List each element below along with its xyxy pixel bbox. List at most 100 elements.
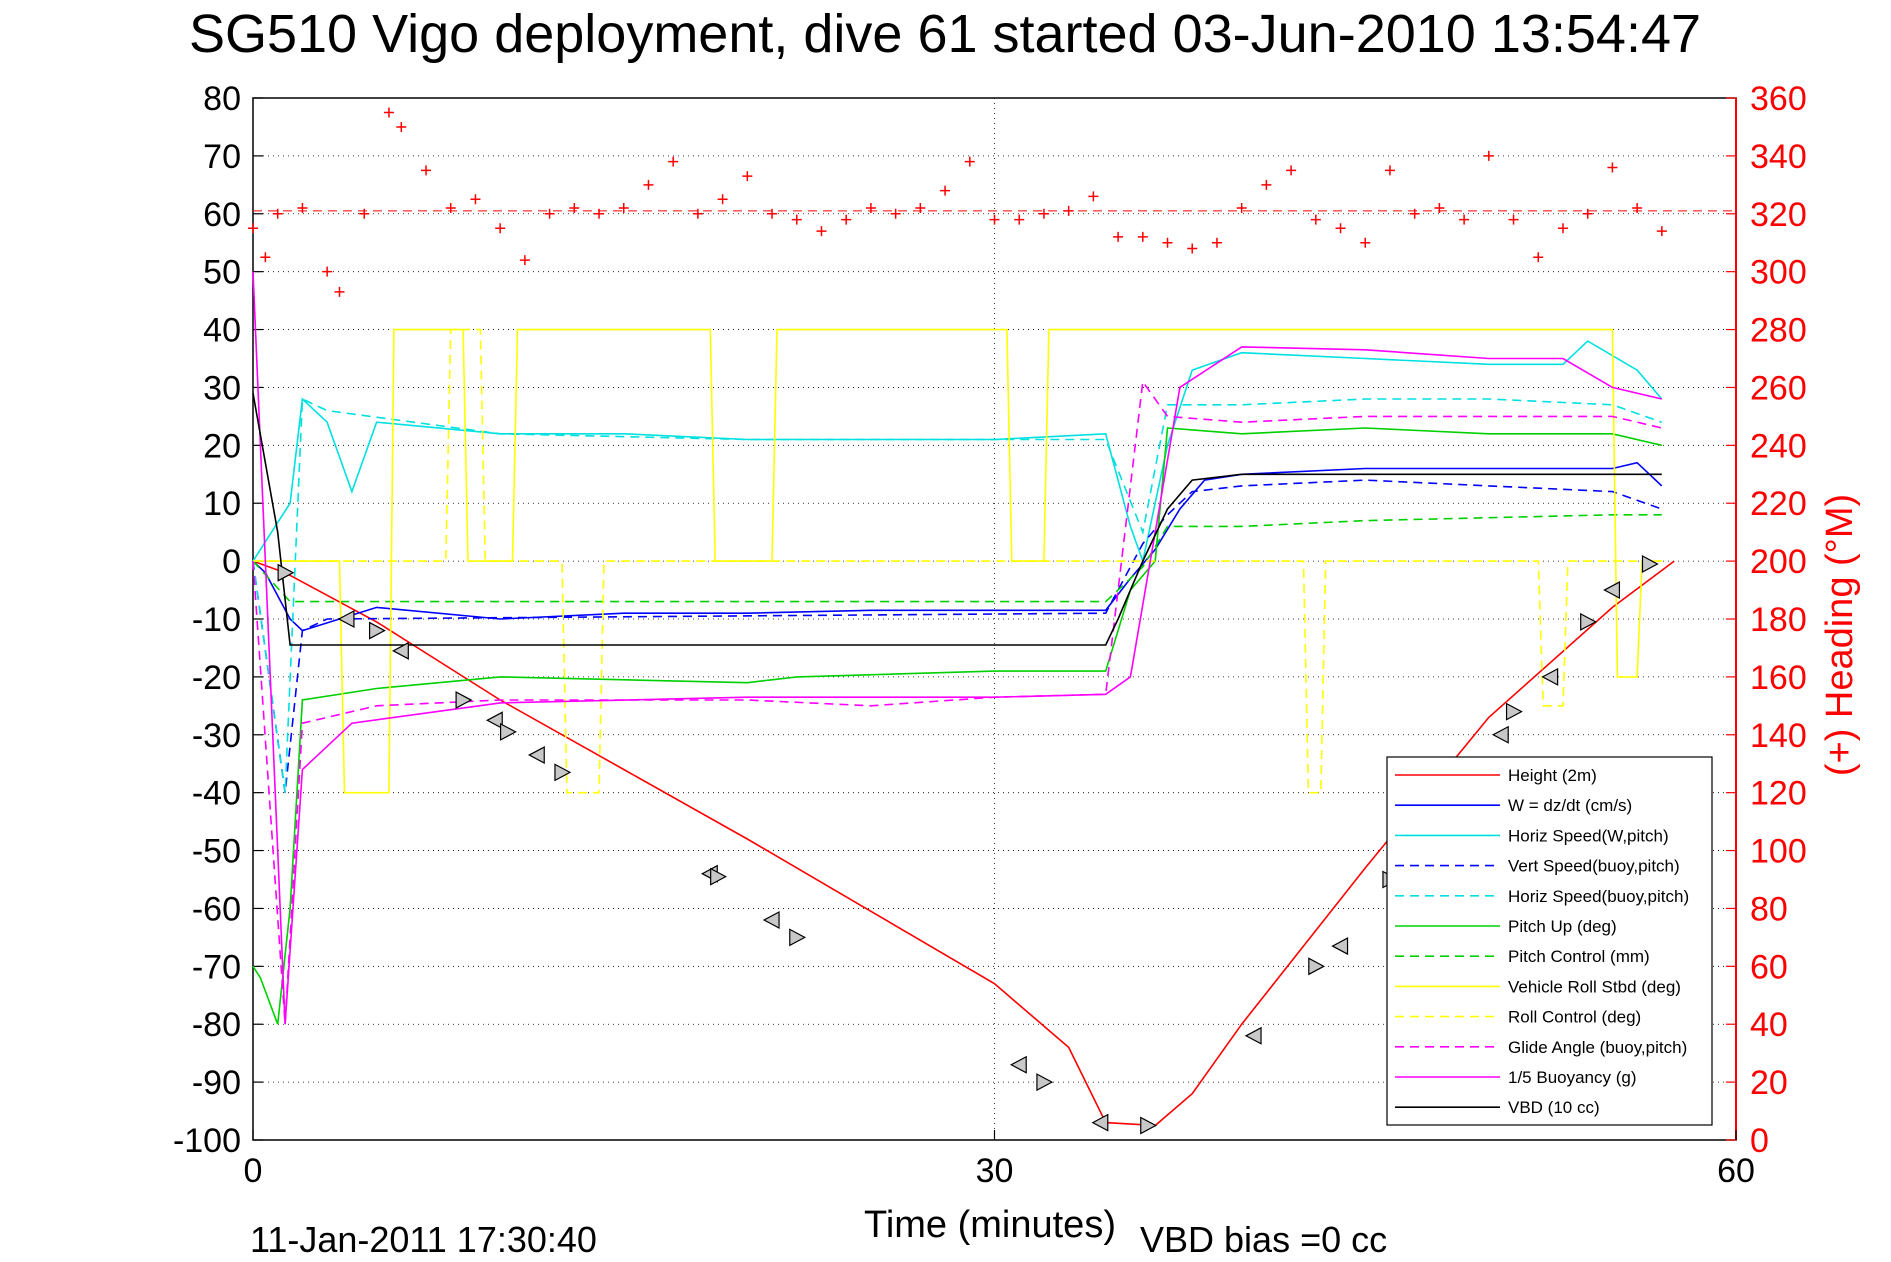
heading-point bbox=[692, 208, 703, 219]
y-tick-label: -30 bbox=[192, 717, 241, 755]
y-tick-label: 50 bbox=[203, 254, 241, 292]
legend-label: Horiz Speed(buoy,pitch) bbox=[1508, 887, 1689, 906]
depth-marker bbox=[1036, 1073, 1054, 1092]
legend-entry: VBD (10 cc) bbox=[1395, 1098, 1600, 1117]
y-right-tick-label: 20 bbox=[1750, 1064, 1788, 1102]
heading-point bbox=[618, 202, 629, 213]
y-right-tick-label: 320 bbox=[1750, 196, 1807, 234]
x-axis-label: Time (minutes) bbox=[864, 1204, 1116, 1246]
y-tick-label: -20 bbox=[192, 659, 241, 697]
x-tick-label: 30 bbox=[976, 1152, 1014, 1190]
depth-marker bbox=[1603, 581, 1621, 600]
series-vert-speed-buoy-pitch bbox=[252, 479, 1663, 793]
depth-marker bbox=[527, 746, 545, 765]
series-roll-control-deg bbox=[253, 328, 1662, 794]
heading-point bbox=[519, 255, 530, 266]
depth-marker bbox=[455, 691, 473, 710]
y-right-tick-label: 200 bbox=[1750, 543, 1807, 581]
heading-point bbox=[1113, 231, 1124, 242]
depth-marker bbox=[499, 722, 517, 741]
heading-point bbox=[396, 121, 407, 132]
depth-marker bbox=[554, 763, 572, 782]
legend-label: 1/5 Buoyancy (g) bbox=[1508, 1068, 1637, 1087]
heading-point bbox=[791, 214, 802, 225]
y-tick-label: 40 bbox=[203, 312, 241, 350]
series-horiz-speed-buoy-pitch bbox=[252, 397, 1663, 793]
heading-point bbox=[1582, 208, 1593, 219]
heading-point bbox=[1384, 165, 1395, 176]
y-tick-label: 80 bbox=[203, 80, 241, 118]
right-axis-label: (+) Heading (°M) bbox=[1819, 494, 1861, 776]
y-right-tick-label: 180 bbox=[1750, 601, 1807, 639]
depth-marker bbox=[368, 621, 386, 640]
y-right-tick-label: 80 bbox=[1750, 890, 1788, 928]
heading-point bbox=[1088, 191, 1099, 202]
y-right-tick-label: 280 bbox=[1750, 312, 1807, 350]
heading-point bbox=[544, 208, 555, 219]
depth-marker bbox=[392, 641, 409, 660]
depth-marker bbox=[277, 563, 295, 582]
legend-entry: Vehicle Roll Stbd (deg) bbox=[1395, 977, 1681, 996]
heading-point bbox=[940, 185, 951, 196]
heading-point bbox=[816, 226, 827, 237]
heading-point bbox=[668, 156, 679, 167]
depth-marker bbox=[485, 711, 503, 730]
series-heading bbox=[248, 107, 1736, 297]
series-pitch-up-deg bbox=[252, 427, 1662, 1025]
depth-marker bbox=[1009, 1055, 1027, 1074]
y-right-tick-label: 120 bbox=[1750, 775, 1807, 813]
legend: Height (2m) W = dz/dt (cm/s) Horiz Speed(W… bbox=[1386, 756, 1713, 1126]
y-right-tick-label: 260 bbox=[1750, 369, 1807, 407]
heading-point bbox=[1137, 231, 1148, 242]
y-tick-label: 0 bbox=[222, 543, 241, 581]
y-right-tick-label: 340 bbox=[1750, 138, 1807, 176]
footer-timestamp: 11-Jan-2011 17:30:40 bbox=[250, 1219, 597, 1260]
heading-point bbox=[989, 214, 1000, 225]
legend-label: Horiz Speed(W,pitch) bbox=[1508, 826, 1669, 845]
y-tick-label: 70 bbox=[203, 138, 241, 176]
y-right-tick-label: 40 bbox=[1750, 1006, 1788, 1044]
y-tick-label: -10 bbox=[192, 601, 241, 639]
heading-point bbox=[1335, 223, 1346, 234]
legend-entry: Height (2m) bbox=[1395, 766, 1597, 785]
legend-label: Roll Control (deg) bbox=[1508, 1008, 1641, 1027]
heading-point bbox=[383, 107, 394, 118]
depth-marker bbox=[1580, 612, 1597, 631]
heading-point bbox=[1286, 165, 1297, 176]
heading-point bbox=[1459, 214, 1470, 225]
depth-marker bbox=[1308, 957, 1326, 976]
chart-title: SG510 Vigo deployment, dive 61 started 0… bbox=[189, 4, 1701, 64]
legend-entry: Glide Angle (buoy,pitch) bbox=[1395, 1038, 1687, 1057]
heading-point bbox=[495, 223, 506, 234]
x-tick-label: 0 bbox=[244, 1152, 263, 1190]
depth-marker bbox=[1331, 937, 1349, 956]
heading-point bbox=[890, 208, 901, 219]
y-right-tick-label: 100 bbox=[1750, 833, 1807, 871]
legend-label: Vert Speed(buoy,pitch) bbox=[1508, 857, 1680, 876]
y-tick-label: -90 bbox=[192, 1064, 241, 1102]
heading-point bbox=[1656, 226, 1667, 237]
y-tick-label: -50 bbox=[192, 833, 241, 871]
legend-entry: Roll Control (deg) bbox=[1395, 1008, 1641, 1027]
heading-point bbox=[1607, 162, 1618, 173]
heading-point bbox=[260, 252, 271, 263]
heading-point bbox=[964, 156, 975, 167]
depth-marker bbox=[1541, 667, 1559, 686]
legend-entry: W = dz/dt (cm/s) bbox=[1395, 796, 1632, 815]
depth-marker bbox=[1491, 725, 1509, 744]
y-right-tick-label: 360 bbox=[1750, 80, 1807, 118]
footer-vbd-bias: VBD bias =0 cc bbox=[1140, 1219, 1387, 1260]
heading-point bbox=[841, 214, 852, 225]
heading-point bbox=[470, 194, 481, 205]
heading-point bbox=[1236, 202, 1247, 213]
depth-marker bbox=[710, 867, 727, 886]
legend-box bbox=[1386, 756, 1713, 1126]
legend-label: Height (2m) bbox=[1508, 766, 1597, 785]
heading-point bbox=[1360, 237, 1371, 248]
depth-marker bbox=[1641, 555, 1659, 574]
series-vbd-10-cc bbox=[252, 393, 1662, 646]
heading-point bbox=[1038, 208, 1049, 219]
depth-marker bbox=[1091, 1113, 1109, 1132]
legend-entry: Pitch Control (mm) bbox=[1395, 947, 1650, 966]
y-tick-label: -60 bbox=[192, 890, 241, 928]
